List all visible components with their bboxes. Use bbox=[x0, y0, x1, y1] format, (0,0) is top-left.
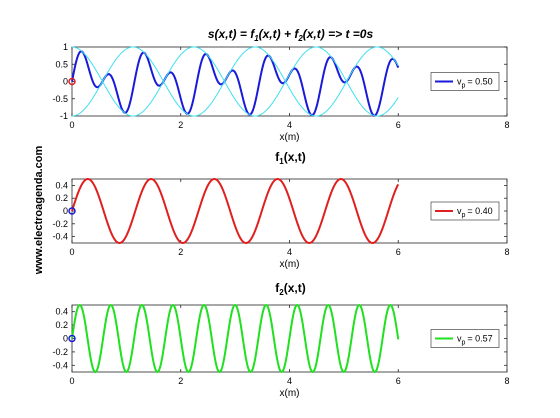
x-tick-label: 2 bbox=[178, 376, 183, 386]
y-tick-label: -0.4 bbox=[52, 232, 68, 242]
x-tick-label: 4 bbox=[287, 376, 292, 386]
chart-title-3: f2(x,t) bbox=[275, 281, 305, 297]
envelope-upper-line bbox=[71, 46, 399, 117]
legend-box bbox=[430, 72, 500, 91]
title-part: f bbox=[275, 150, 280, 164]
origin-marker bbox=[68, 207, 76, 215]
legend-label: v bbox=[457, 334, 462, 344]
y-tick-label: 0.2 bbox=[55, 320, 68, 330]
title-subscript: 1 bbox=[254, 34, 259, 43]
title-subscript: 2 bbox=[297, 34, 303, 43]
x-axis-label: x(m) bbox=[280, 132, 300, 143]
y-tick-label: 0 bbox=[63, 334, 68, 344]
y-tick-label: 1 bbox=[63, 42, 68, 52]
legend-box bbox=[430, 329, 500, 348]
origin-marker bbox=[68, 77, 76, 86]
x-tick-label: 2 bbox=[178, 120, 183, 130]
x-tick-label: 2 bbox=[178, 247, 183, 257]
legend-label: v bbox=[457, 77, 462, 87]
x-tick-label: 6 bbox=[396, 247, 401, 257]
legend-value: = 0.40 bbox=[467, 206, 492, 216]
title-part: (x,t) => t =0s bbox=[303, 27, 374, 41]
title-subscript: 2 bbox=[279, 288, 284, 297]
legend-entry: vp = 0.50 bbox=[457, 77, 493, 90]
x-tick-label: 0 bbox=[69, 120, 74, 130]
y-tick-label: -0.4 bbox=[52, 360, 68, 370]
y-tick-label: -1 bbox=[60, 111, 68, 121]
x-tick-label: 8 bbox=[504, 247, 509, 257]
y-tick-label: 0 bbox=[63, 77, 68, 87]
y-tick-label: 0 bbox=[63, 206, 68, 216]
legend-subscript: p bbox=[462, 83, 466, 90]
x-tick-label: 0 bbox=[69, 247, 74, 257]
chart-title-2: f1(x,t) bbox=[275, 150, 305, 166]
x-tick-label: 8 bbox=[504, 120, 509, 130]
legend-entry: vp = 0.40 bbox=[457, 206, 493, 219]
y-tick-label: -0.2 bbox=[52, 219, 68, 229]
origin-marker bbox=[68, 334, 76, 343]
x-tick-label: 4 bbox=[287, 247, 292, 257]
chart-title-1: s(x,t) = f1(x,t) + f2(x,t) => t =0s bbox=[208, 27, 374, 43]
x-tick-label: 0 bbox=[69, 376, 74, 386]
y-tick-label: -0.2 bbox=[52, 347, 68, 357]
title-part: (x,t) bbox=[284, 150, 306, 164]
title-part: (x,t) bbox=[284, 281, 306, 295]
legend-value: = 0.57 bbox=[467, 334, 492, 344]
y-tick-label: 0.4 bbox=[55, 307, 68, 317]
legend-subscript: p bbox=[462, 212, 466, 219]
legend-value: = 0.50 bbox=[467, 77, 492, 87]
y-tick-label: 0.4 bbox=[55, 180, 68, 190]
title-subscript: 1 bbox=[279, 157, 284, 166]
y-tick-label: -0.5 bbox=[52, 94, 68, 104]
x-tick-label: 4 bbox=[287, 120, 292, 130]
x-tick-label: 6 bbox=[396, 376, 401, 386]
x-axis-label: x(m) bbox=[280, 259, 300, 270]
title-part: f bbox=[275, 281, 280, 295]
sum-wave-line bbox=[71, 50, 400, 117]
x-axis-label: x(m) bbox=[280, 388, 300, 399]
legend-subscript: p bbox=[462, 340, 466, 347]
x-tick-label: 6 bbox=[396, 120, 401, 130]
envelope-lower-line bbox=[71, 46, 399, 117]
title-part: s(x,t) = f bbox=[208, 27, 255, 41]
legend-entry: vp = 0.57 bbox=[457, 334, 493, 347]
legend-box bbox=[430, 201, 500, 221]
title-part: (x,t) + f bbox=[259, 27, 300, 41]
wave-line-1 bbox=[71, 178, 400, 244]
wave-line-2 bbox=[71, 304, 400, 373]
y-tick-label: 0.5 bbox=[55, 59, 68, 69]
watermark-text: www.electroagenda.com bbox=[33, 145, 45, 275]
legend-label: v bbox=[457, 206, 462, 216]
x-tick-label: 8 bbox=[504, 376, 509, 386]
y-tick-label: 0.2 bbox=[55, 193, 68, 203]
